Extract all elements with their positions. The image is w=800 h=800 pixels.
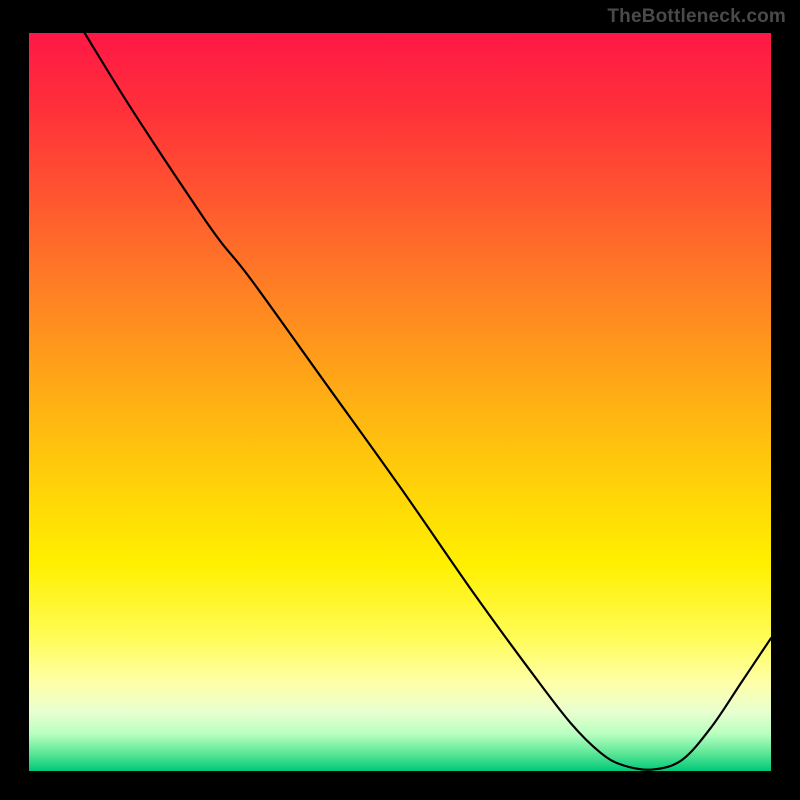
watermark-text: TheBottleneck.com: [607, 6, 786, 28]
chart-container: { "watermark": { "text": "TheBottleneck.…: [0, 0, 800, 800]
plot-area: [26, 30, 774, 774]
gradient-background: [29, 33, 771, 771]
